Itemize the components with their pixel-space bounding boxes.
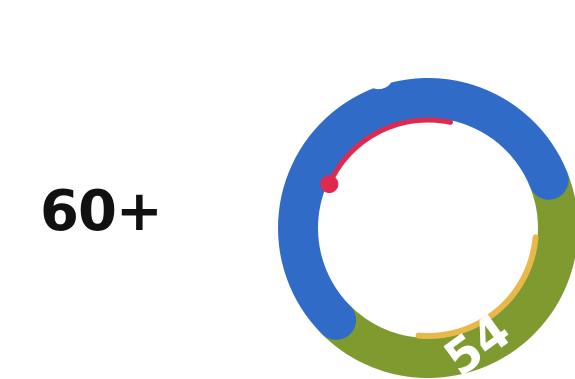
donut-segments bbox=[278, 78, 575, 378]
age-group-label: 60+ bbox=[40, 179, 163, 244]
donut-segment-70-start-cap bbox=[316, 299, 357, 340]
donut-segment-54 bbox=[321, 172, 575, 378]
donut-segment-70 bbox=[278, 78, 568, 335]
bottom-marker-arc bbox=[415, 234, 539, 339]
donut-segment-70-cap bbox=[528, 159, 569, 200]
donut-markers bbox=[320, 117, 539, 339]
top-marker-arc bbox=[326, 117, 453, 187]
top-marker-dot bbox=[320, 175, 339, 194]
